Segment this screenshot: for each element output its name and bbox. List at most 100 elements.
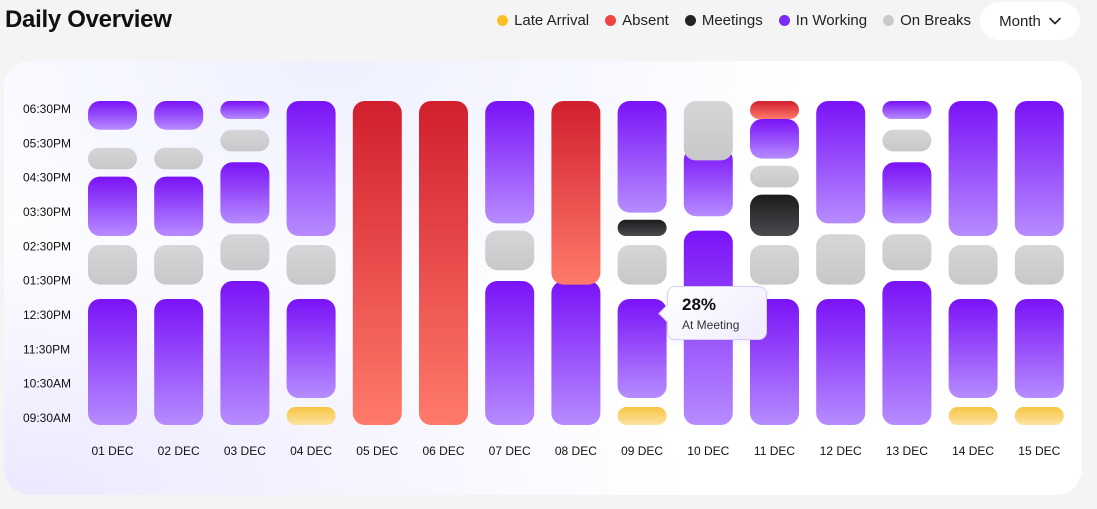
chart-legend: Late Arrival Absent Meetings In Working …	[497, 12, 971, 29]
period-dropdown[interactable]: Month	[980, 2, 1080, 40]
x-tick-label: 01 DEC	[91, 444, 133, 458]
legend-item-in-working: In Working	[778, 12, 868, 29]
legend-label-meetings: Meetings	[701, 12, 763, 29]
y-axis: 06:30PM 05:30PM 04:30PM 03:30PM 02:30PM 01:30…	[23, 102, 71, 425]
bar-segment-working[interactable]	[750, 119, 799, 159]
bar-segment-working[interactable]	[286, 299, 336, 398]
bar-segment-break[interactable]	[617, 245, 667, 285]
x-tick-label: 03 DEC	[224, 444, 266, 458]
bar-segment-working[interactable]	[154, 101, 204, 130]
bar-segment-late[interactable]	[948, 407, 998, 425]
legend-swatch-late-arrival	[497, 15, 509, 26]
attendance-chart: 06:30PM 05:30PM 04:30PM 03:30PM 02:30PM 01:30…	[23, 101, 1064, 458]
x-tick-label: 02 DEC	[158, 444, 200, 458]
y-tick-label: 11:30PM	[23, 342, 70, 356]
bar-segment-meeting[interactable]	[750, 194, 799, 236]
bars	[88, 101, 1064, 425]
bar-segment-break[interactable]	[220, 234, 270, 271]
bar-segment-working[interactable]	[154, 176, 204, 236]
bar-segment-break[interactable]	[88, 245, 137, 285]
bar-segment-late[interactable]	[1014, 407, 1064, 425]
bar-segment-break[interactable]	[286, 245, 336, 285]
bar-segment-working[interactable]	[1014, 299, 1064, 398]
y-tick-label: 09:30AM	[23, 411, 71, 425]
bar-segment-working[interactable]	[220, 162, 270, 224]
bar-segment-working[interactable]	[882, 162, 932, 224]
tooltip-value: 28%	[682, 295, 717, 314]
legend-swatch-on-breaks	[883, 15, 895, 26]
x-tick-label: 13 DEC	[886, 444, 928, 458]
bar-segment-break[interactable]	[882, 234, 932, 271]
legend-swatch-in-working	[778, 15, 790, 26]
legend-label-absent: Absent	[622, 12, 669, 29]
bar-segment-break[interactable]	[882, 129, 932, 152]
bar-segment-break[interactable]	[683, 101, 733, 161]
bar-segment-working[interactable]	[816, 299, 866, 425]
x-tick-label: 15 DEC	[1018, 444, 1060, 458]
bar-segment-break[interactable]	[220, 129, 270, 152]
bar-segment-working[interactable]	[154, 299, 204, 425]
bar-segment-working[interactable]	[551, 281, 601, 425]
bar-segment-working[interactable]	[88, 176, 137, 236]
y-tick-label: 12:30PM	[23, 308, 71, 322]
x-axis: 01 DEC 02 DEC 03 DEC 04 DEC 05 DEC 06 DEC 07 D…	[91, 444, 1060, 458]
y-tick-label: 02:30PM	[23, 239, 71, 253]
page-title: Daily Overview	[5, 6, 172, 33]
legend-item-on-breaks: On Breaks	[883, 12, 971, 29]
bar-segment-break[interactable]	[948, 245, 998, 285]
bar-segment-absent[interactable]	[750, 101, 799, 119]
bar-segment-break[interactable]	[750, 245, 799, 285]
bar-segment-working[interactable]	[485, 281, 535, 425]
x-tick-label: 09 DEC	[621, 444, 663, 458]
bar-segment-late[interactable]	[286, 407, 336, 425]
bar-segment-working[interactable]	[882, 281, 932, 425]
x-tick-label: 06 DEC	[422, 444, 464, 458]
legend-item-absent: Absent	[605, 12, 669, 29]
bar-segment-working[interactable]	[882, 101, 932, 119]
bar-segment-working[interactable]	[88, 299, 137, 425]
bar-segment-break[interactable]	[750, 165, 799, 188]
y-tick-label: 06:30PM	[23, 102, 71, 116]
bar-segment-working[interactable]	[617, 299, 667, 398]
y-tick-label: 03:30PM	[23, 205, 71, 219]
y-tick-label: 01:30PM	[23, 274, 71, 288]
bar-segment-break[interactable]	[1014, 245, 1064, 285]
bar-segment-late[interactable]	[617, 407, 667, 425]
bar-segment-break[interactable]	[154, 245, 204, 285]
bar-segment-working[interactable]	[88, 101, 137, 130]
bar-segment-absent[interactable]	[419, 101, 468, 425]
y-tick-label: 05:30PM	[23, 136, 71, 150]
legend-label-in-working: In Working	[795, 12, 868, 29]
bar-segment-working[interactable]	[1014, 101, 1064, 236]
legend-label-late-arrival: Late Arrival	[514, 12, 590, 29]
x-tick-label: 10 DEC	[687, 444, 729, 458]
bar-segment-absent[interactable]	[551, 101, 601, 285]
bar-segment-break[interactable]	[88, 147, 137, 170]
bar-segment-working[interactable]	[683, 147, 733, 217]
period-dropdown-label: Month	[999, 12, 1041, 30]
bar-segment-break[interactable]	[154, 147, 204, 170]
bar-segment-working[interactable]	[617, 101, 667, 213]
bar-segment-absent[interactable]	[352, 101, 402, 425]
bar-segment-meeting[interactable]	[617, 219, 667, 236]
bar-segment-working[interactable]	[485, 101, 535, 224]
legend-item-late-arrival: Late Arrival	[497, 12, 589, 29]
legend-swatch-absent	[605, 15, 617, 26]
chevron-down-icon	[1049, 17, 1061, 25]
bar-segment-working[interactable]	[948, 101, 998, 236]
bar-segment-break[interactable]	[816, 234, 866, 285]
chart-card: 06:30PM 05:30PM 04:30PM 03:30PM 02:30PM 01:30…	[4, 61, 1082, 495]
x-tick-label: 05 DEC	[356, 444, 398, 458]
bar-segment-working[interactable]	[220, 281, 270, 425]
bar-segment-working[interactable]	[948, 299, 998, 398]
bar-segment-working[interactable]	[286, 101, 336, 236]
bar-segment-working[interactable]	[220, 101, 270, 119]
x-tick-label: 11 DEC	[754, 444, 795, 458]
y-tick-label: 04:30PM	[23, 171, 71, 185]
y-tick-label: 10:30AM	[23, 377, 71, 391]
bar-segment-break[interactable]	[485, 230, 535, 271]
bar-segment-working[interactable]	[816, 101, 866, 224]
legend-item-meetings: Meetings	[684, 12, 763, 29]
x-tick-label: 08 DEC	[555, 444, 597, 458]
tooltip-label: At Meeting	[682, 318, 740, 332]
